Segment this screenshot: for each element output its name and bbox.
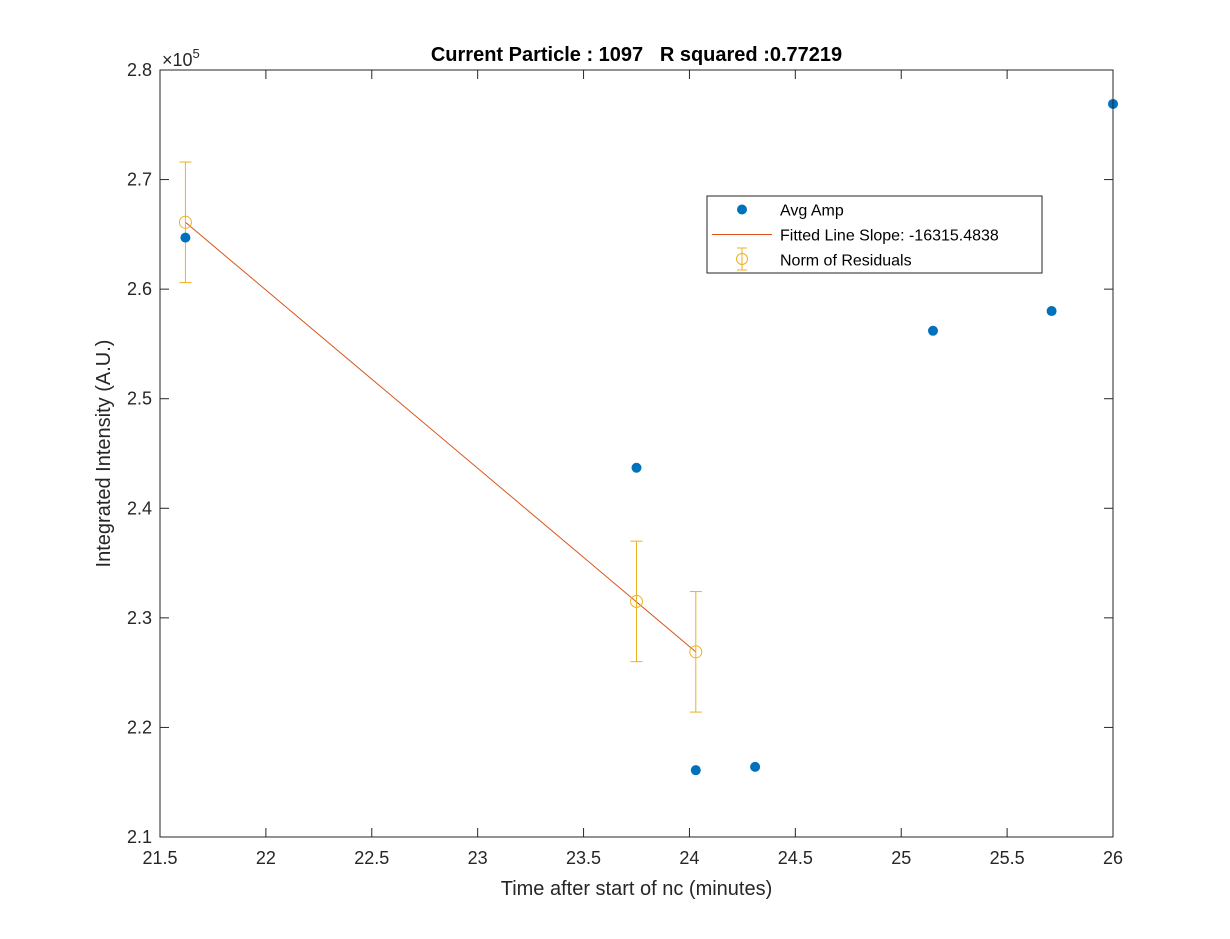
y-tick-label: 2.3 [127, 608, 152, 628]
fitted-line [185, 221, 697, 653]
residual-point [689, 645, 703, 659]
y-axis-label: Integrated Intensity (A.U.) [93, 340, 115, 568]
avg-amp-point [690, 765, 701, 776]
y-exponent-power: 5 [193, 46, 200, 61]
x-tick-label: 26 [1103, 848, 1123, 868]
x-tick-label: 21.5 [142, 848, 177, 868]
y-exponent-base: ×10 [162, 50, 193, 70]
y-exponent-label: ×105 [162, 46, 200, 70]
chart-title: Current Particle : 1097 R squared :0.772… [431, 44, 842, 66]
avg-amp-point [1046, 306, 1057, 317]
x-tick-label: 24 [679, 848, 699, 868]
plot-area [160, 70, 1113, 837]
x-tick-label: 22 [256, 848, 276, 868]
avg-amp-point [750, 761, 761, 772]
residual-point [178, 215, 192, 229]
y-tick-label: 2.5 [127, 389, 152, 409]
y-tick-label: 2.1 [127, 827, 152, 847]
y-tick-label: 2.2 [127, 717, 152, 737]
y-tick-label: 2.8 [127, 60, 152, 80]
x-tick-label: 23.5 [566, 848, 601, 868]
y-tick-label: 2.4 [127, 498, 152, 518]
x-tick-label: 23 [468, 848, 488, 868]
legend-marker-avg-amp [737, 204, 747, 215]
avg-amp-point [180, 232, 191, 243]
avg-amp-point [927, 325, 938, 336]
axes-box [159, 69, 1114, 838]
x-tick-label: 22.5 [354, 848, 389, 868]
avg-amp-point [631, 462, 642, 473]
residual-errorbar [630, 540, 643, 663]
legend-label-norm-of-residuals: Norm of Residuals [780, 253, 912, 270]
x-tick-label: 25.5 [990, 848, 1025, 868]
x-tick-label: 25 [891, 848, 911, 868]
x-axis-label: Time after start of nc (minutes) [501, 878, 773, 900]
legend-label-avg-amp: Avg Amp [780, 203, 844, 220]
residual-errorbar [689, 591, 703, 713]
legend-label-fitted-line: Fitted Line Slope: -16315.4838 [780, 228, 999, 245]
y-tick-label: 2.7 [127, 170, 152, 190]
legend: Avg Amp Fitted Line Slope: -16315.4838 N… [706, 195, 1043, 274]
x-tick-label: 24.5 [778, 848, 813, 868]
y-tick-label: 2.6 [127, 279, 152, 299]
residual-errorbar [178, 161, 192, 284]
residual-point [630, 594, 643, 608]
legend-marker-norm-of-residuals [736, 247, 748, 271]
